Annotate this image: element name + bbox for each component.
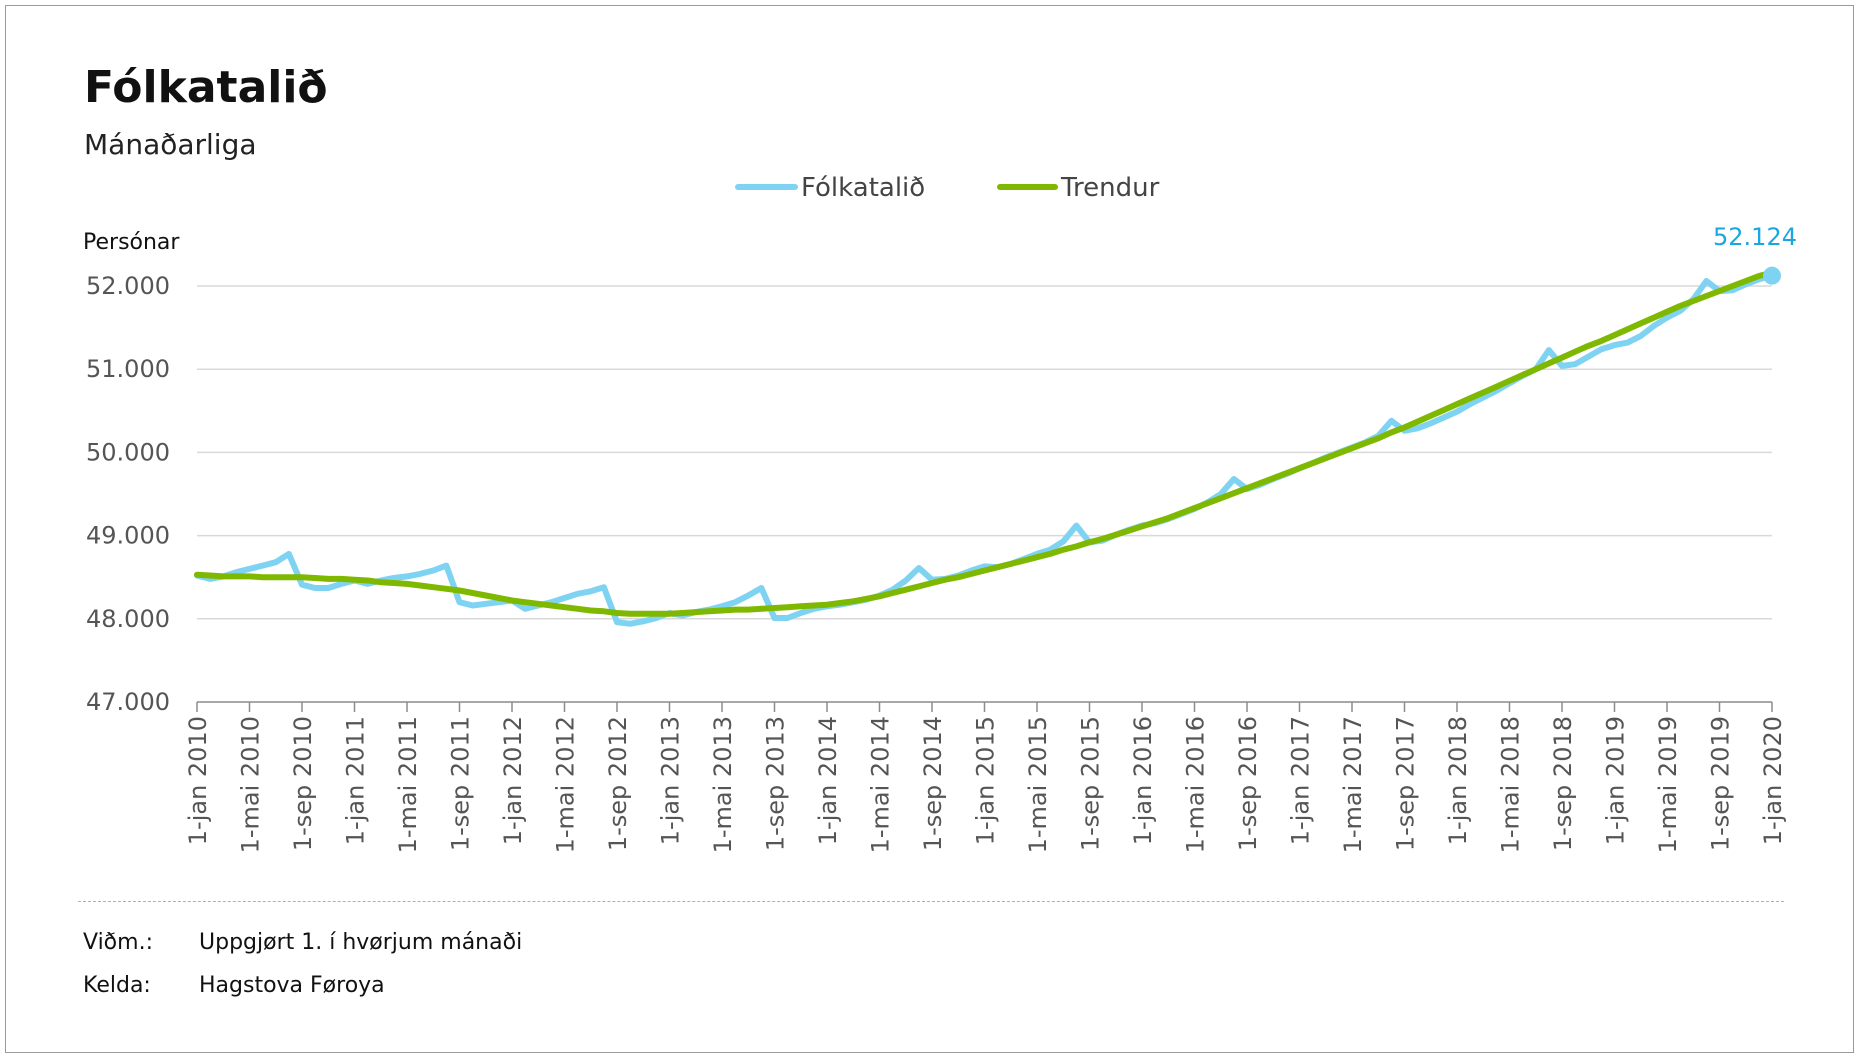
y-tick-label-51000: 51.000: [86, 355, 170, 383]
x-tick-label-10: 1-mai 2013: [709, 716, 737, 853]
x-tick-label-5: 1-sep 2011: [447, 716, 475, 851]
x-tick-label-16: 1-mai 2015: [1024, 716, 1052, 853]
x-tick-label-27: 1-jan 2019: [1602, 716, 1630, 845]
x-tick-label-8: 1-sep 2012: [604, 716, 632, 851]
series-line-trendur: [194, 269, 1775, 617]
note-key-reference: Viðm.:: [83, 930, 153, 955]
x-tick-label-7: 1-mai 2012: [552, 716, 580, 853]
x-tick-label-0: 1-jan 2010: [184, 716, 212, 845]
x-tick-label-6: 1-jan 2012: [499, 716, 527, 845]
x-tick-label-26: 1-sep 2018: [1549, 716, 1577, 851]
last-point-marker: [1763, 266, 1781, 285]
x-tick-label-18: 1-jan 2016: [1129, 716, 1157, 845]
x-tick-label-30: 1-jan 2020: [1759, 716, 1787, 845]
end-value-label: 52.124: [1713, 223, 1797, 251]
x-tick-label-14: 1-sep 2014: [919, 716, 947, 851]
x-tick-label-28: 1-mai 2019: [1654, 716, 1682, 853]
x-tick-label-21: 1-jan 2017: [1287, 716, 1315, 845]
legend: Fólkatalið Trendur: [735, 173, 1160, 203]
line-chart: 47.000 48.000 49.000 50.000 51.000 52.000 1-j…: [86, 173, 1797, 853]
x-tick-label-29: 1-sep 2019: [1707, 716, 1735, 851]
x-tick-label-9: 1-jan 2013: [657, 716, 685, 845]
y-tick-label-50000: 50.000: [86, 438, 170, 466]
chart-title: Fólkatalið: [84, 62, 328, 113]
note-value-reference: Uppgjørt 1. í hvørjum mánaði: [199, 930, 523, 955]
footer-divider: [78, 901, 1784, 902]
series: [194, 266, 1781, 627]
y-tick-label-52000: 52.000: [86, 272, 170, 300]
x-tick-label-24: 1-jan 2018: [1444, 716, 1472, 845]
note-value-source: Hagstova Føroya: [199, 973, 385, 998]
x-tick-label-11: 1-sep 2013: [762, 716, 790, 851]
x-tick-labels: 1-jan 2010 1-mai 2010 1-sep 2010 1-jan 2011…: [184, 702, 1787, 853]
x-tick-label-19: 1-mai 2016: [1182, 716, 1210, 853]
chart-subtitle: Mánaðarliga: [84, 128, 257, 161]
x-tick-label-2: 1-sep 2010: [289, 716, 317, 851]
y-tick-labels: 47.000 48.000 49.000 50.000 51.000 52.000: [86, 272, 170, 716]
x-tick-label-4: 1-mai 2011: [394, 716, 422, 853]
x-tick-label-1: 1-mai 2010: [237, 716, 265, 853]
note-key-source: Kelda:: [83, 973, 151, 998]
x-tick-label-15: 1-jan 2015: [972, 716, 1000, 845]
x-tick-label-12: 1-jan 2014: [814, 716, 842, 845]
y-tick-label-49000: 49.000: [86, 522, 170, 550]
legend-label-trendur: Trendur: [1060, 173, 1160, 203]
y-tick-label-48000: 48.000: [86, 605, 170, 633]
x-tick-label-22: 1-mai 2017: [1339, 716, 1367, 853]
chart-frame: [5, 5, 1854, 1053]
grid-lines: [197, 285, 1772, 703]
x-tick-label-17: 1-sep 2015: [1077, 716, 1105, 851]
x-tick-label-13: 1-mai 2014: [867, 716, 895, 853]
x-tick-label-20: 1-sep 2016: [1234, 716, 1262, 851]
y-axis-label: Persónar: [83, 230, 180, 255]
x-tick-label-3: 1-jan 2011: [342, 716, 370, 845]
x-tick-label-23: 1-sep 2017: [1392, 716, 1420, 851]
legend-label-folkatalid: Fólkatalið: [801, 173, 925, 203]
x-tick-label-25: 1-mai 2018: [1497, 716, 1525, 853]
y-tick-label-47000: 47.000: [86, 688, 170, 716]
